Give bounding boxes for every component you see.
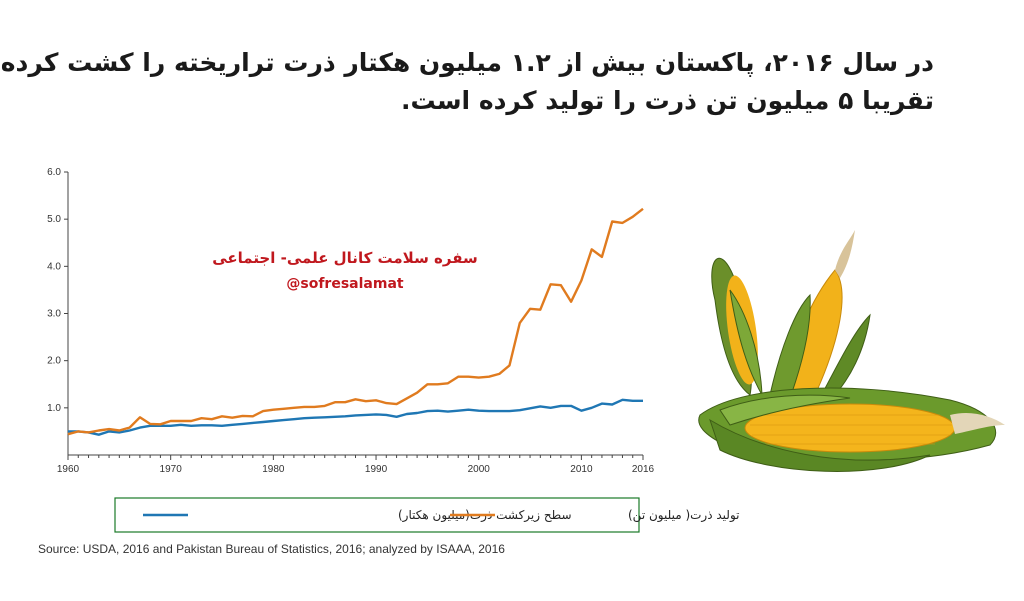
headline-line-1: در سال ۲۰۱۶، پاکستان بیش از ۱.۲ میلیون ه… (0, 48, 934, 77)
y-tick-label: 4.0 (47, 261, 61, 272)
headline-line-2: تقریبا ۵ میلیون تن ذرت را تولید کرده است… (401, 86, 934, 115)
legend: سطح زیرکشت ذرت(میلیون هکتار) تولید ذرت( … (114, 497, 740, 533)
x-tick-label: 2000 (468, 464, 491, 475)
watermark-channel-text: سفره سلامت کانال علمی- اجتماعی (212, 249, 478, 267)
legend-box (114, 497, 640, 533)
y-tick-label: 1.0 (47, 403, 61, 414)
headline: در سال ۲۰۱۶، پاکستان بیش از ۱.۲ میلیون ه… (0, 44, 934, 120)
watermark: سفره سلامت کانال علمی- اجتماعی @sofresal… (212, 249, 478, 292)
corn-cobs-icon (698, 230, 1005, 472)
y-tick-label: 6.0 (47, 167, 61, 178)
y-tick-label: 3.0 (47, 309, 61, 320)
series-layer (67, 207, 644, 436)
legend-production-label: تولید ذرت( میلیون تن) (628, 508, 740, 523)
maize-production-series-line (67, 207, 644, 436)
x-tick-label: 2010 (570, 464, 593, 475)
source-note: Source: USDA, 2016 and Pakistan Bureau o… (38, 542, 505, 556)
x-tick-label: 1970 (160, 464, 183, 475)
y-tick-label: 5.0 (47, 214, 61, 225)
y-tick-label: 2.0 (47, 356, 61, 367)
x-tick-label: 1980 (262, 464, 285, 475)
x-tick-label: 2016 (632, 464, 655, 475)
chart-axes (67, 172, 643, 456)
y-axis-ticks: 1.0 2.0 3.0 4.0 5.0 6.0 (47, 167, 68, 414)
x-axis-ticks: 1960 1970 1980 1990 2000 2010 2016 (57, 455, 655, 475)
watermark-handle-text: @sofresalamat (286, 276, 404, 292)
x-tick-label: 1960 (57, 464, 80, 475)
maize-area-series-line (68, 398, 643, 436)
x-tick-label: 1990 (365, 464, 388, 475)
